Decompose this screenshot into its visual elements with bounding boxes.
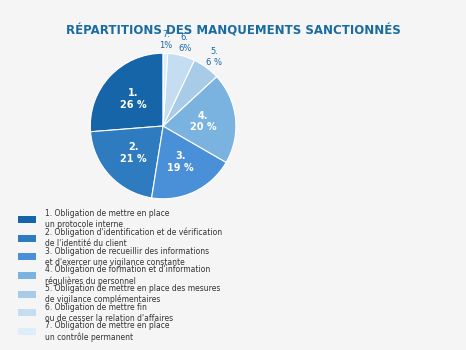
Wedge shape <box>163 53 168 126</box>
Text: 4. Obligation de formation et d'information
régulières du personnel: 4. Obligation de formation et d'informat… <box>45 265 210 286</box>
Text: 5.
6 %: 5. 6 % <box>206 47 222 66</box>
Text: 2. Obligation d'identification et de vérification
de l'identité du client: 2. Obligation d'identification et de vér… <box>45 228 222 248</box>
FancyBboxPatch shape <box>18 216 36 223</box>
Text: 5. Obligation de mettre en place des mesures
de vigilance complémentaires: 5. Obligation de mettre en place des mes… <box>45 284 220 304</box>
FancyBboxPatch shape <box>18 253 36 260</box>
Wedge shape <box>151 126 226 199</box>
Text: 6. Obligation de mettre fin
ou de cesser la relation d'affaires: 6. Obligation de mettre fin ou de cesser… <box>45 303 173 323</box>
FancyBboxPatch shape <box>18 234 36 241</box>
Text: 3.
19 %: 3. 19 % <box>167 151 193 173</box>
Text: 7. Obligation de mettre en place
un contrôle permanent: 7. Obligation de mettre en place un cont… <box>45 321 170 342</box>
FancyBboxPatch shape <box>18 272 36 279</box>
Text: 7.
1%: 7. 1% <box>159 30 172 50</box>
Wedge shape <box>163 53 194 126</box>
Wedge shape <box>163 60 217 126</box>
FancyBboxPatch shape <box>18 328 36 335</box>
Text: 4.
20 %: 4. 20 % <box>190 111 216 132</box>
Text: RÉPARTITIONS DES MANQUEMENTS SANCTIONNÉS: RÉPARTITIONS DES MANQUEMENTS SANCTIONNÉS <box>66 25 400 38</box>
Wedge shape <box>90 126 163 198</box>
Wedge shape <box>90 53 163 132</box>
FancyBboxPatch shape <box>18 290 36 298</box>
Wedge shape <box>163 77 236 162</box>
Text: 3. Obligation de recueillir des informations
et d'exercer une vigilance constant: 3. Obligation de recueillir des informat… <box>45 247 209 267</box>
FancyBboxPatch shape <box>18 309 36 316</box>
Text: 1.
26 %: 1. 26 % <box>120 88 147 110</box>
Text: 1. Obligation de mettre en place
un protocole interne: 1. Obligation de mettre en place un prot… <box>45 209 170 229</box>
Text: 2.
21 %: 2. 21 % <box>120 142 147 164</box>
Text: 6.
6%: 6. 6% <box>178 33 192 52</box>
